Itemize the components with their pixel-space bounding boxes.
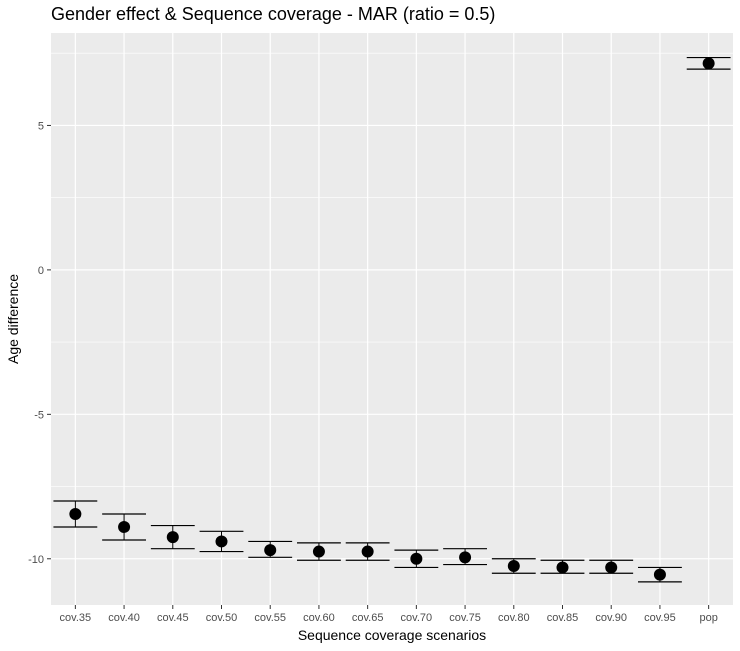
error-bar-group [345,542,390,561]
data-point [556,561,569,574]
data-point [69,508,82,520]
data-point [507,560,520,572]
x-tick-label: cov.60 [303,612,335,624]
data-point [264,544,277,557]
y-tick-label: -5 [34,409,44,421]
y-tick-label: -10 [28,554,44,566]
error-bar-group [443,548,487,566]
error-bar-group [248,540,293,558]
error-bar-group [491,558,536,574]
x-axis-title: Sequence coverage scenarios [298,627,486,643]
y-tick-label: 5 [38,120,44,132]
data-point [459,551,472,564]
x-tick-label: cov.95 [644,612,676,624]
error-bar-group [589,559,634,574]
data-point [166,531,179,544]
y-tick-label: 0 [38,265,44,277]
data-point [215,535,228,548]
x-tick-label: cov.75 [449,612,481,624]
x-tick-label: cov.50 [206,612,238,624]
grid-layer [51,33,733,605]
x-tick-label: cov.70 [401,612,433,624]
x-tick-label: cov.80 [498,612,530,624]
x-tick-label: cov.45 [157,612,189,624]
chart-title: Gender effect & Sequence coverage - MAR … [51,4,496,24]
x-tick-label: cov.35 [60,612,92,624]
plot-panel [51,33,733,605]
ticks-layer: 5 0 -5 -10 cov.35 cov.40 cov.45 cov.50 cov.55 cov… [28,120,718,624]
data-point [312,545,325,558]
x-tick-label: cov.65 [352,612,384,624]
error-bar-group [102,513,146,541]
y-axis-title: Age difference [5,274,21,364]
error-bar-group [199,530,244,553]
x-tick-label: cov.40 [108,612,140,624]
error-bar-group [686,56,731,70]
x-tick-label: cov.55 [254,612,286,624]
x-tick-label: pop [699,612,717,624]
data-point [410,552,423,565]
error-bar-group [53,500,98,528]
error-bar-group [540,559,585,574]
x-tick-label: cov.85 [547,612,579,624]
data-point [702,57,715,70]
data-point [653,568,666,581]
data-point [605,561,618,574]
error-bar-group [297,542,341,561]
error-bar-group [638,566,682,583]
error-bar-group [394,549,439,569]
marks-layer [53,56,731,583]
x-tick-label: cov.90 [595,612,627,624]
data-point [118,521,131,533]
error-bar-group [150,524,195,550]
data-point [361,545,374,558]
